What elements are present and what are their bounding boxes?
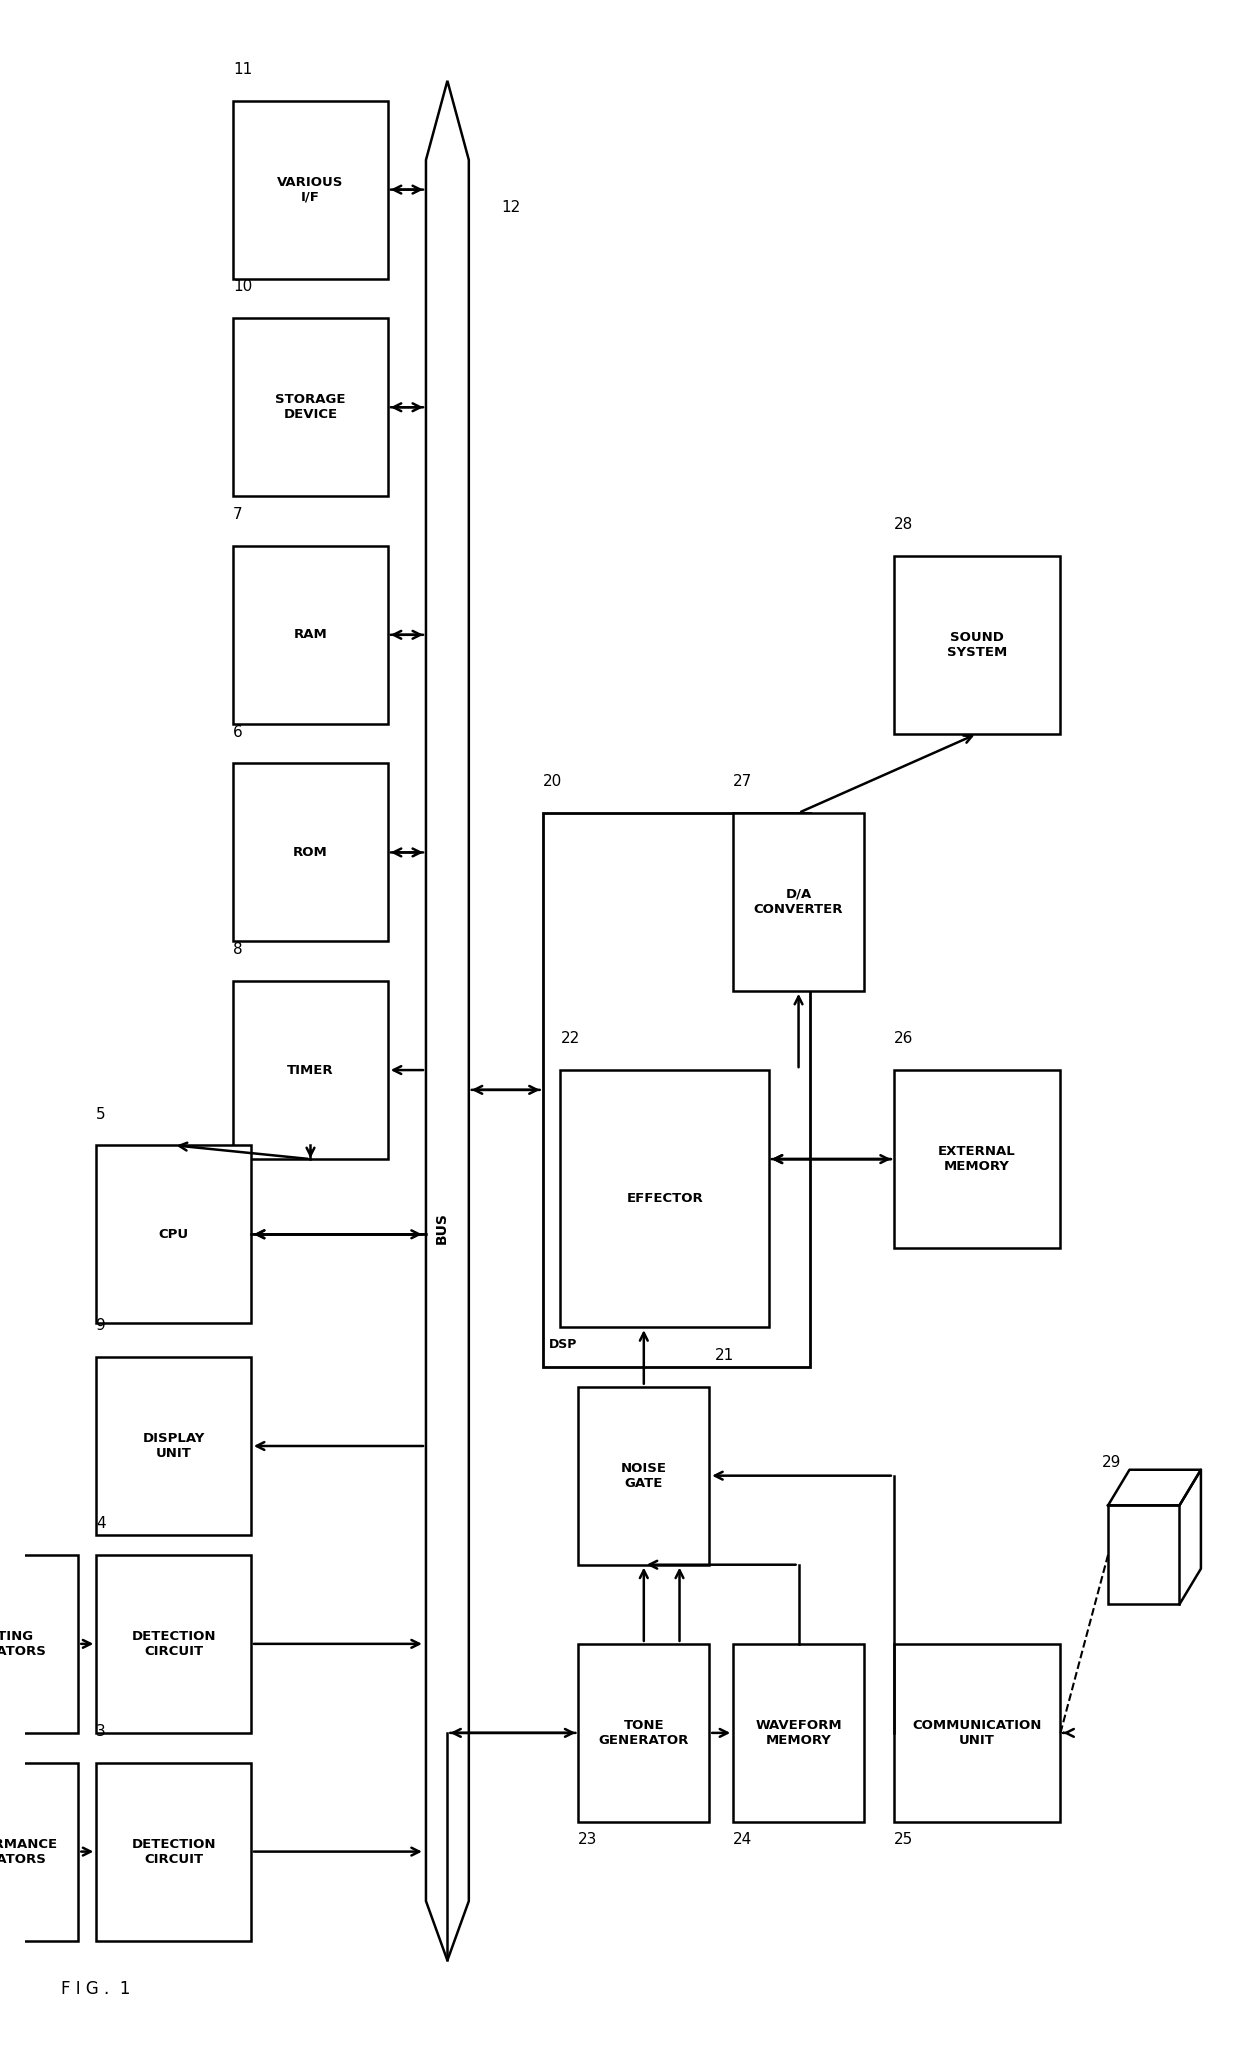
Text: 9: 9 — [97, 1319, 105, 1333]
Text: EFFECTOR: EFFECTOR — [626, 1191, 703, 1206]
Text: 27: 27 — [733, 775, 753, 789]
Text: 3: 3 — [97, 1723, 105, 1739]
Bar — [578, 1645, 709, 1822]
Text: BUS: BUS — [434, 1212, 449, 1245]
Text: 25: 25 — [894, 1832, 913, 1847]
Polygon shape — [427, 80, 469, 1960]
Text: TONE
GENERATOR: TONE GENERATOR — [599, 1719, 689, 1748]
Bar — [560, 1070, 769, 1327]
Bar — [1109, 1505, 1179, 1603]
Bar — [543, 812, 811, 1366]
Bar — [733, 812, 864, 991]
Bar — [233, 546, 388, 723]
Text: EXTERNAL
MEMORY: EXTERNAL MEMORY — [939, 1146, 1016, 1173]
Text: 28: 28 — [894, 517, 913, 532]
Text: 21: 21 — [715, 1348, 734, 1362]
Text: VARIOUS
I/F: VARIOUS I/F — [278, 175, 343, 204]
Bar — [733, 1645, 864, 1822]
Text: 22: 22 — [560, 1030, 580, 1047]
Text: 26: 26 — [894, 1030, 913, 1047]
Text: 11: 11 — [233, 62, 253, 76]
Bar — [894, 1070, 1060, 1249]
Bar — [233, 763, 388, 942]
Text: 8: 8 — [233, 942, 243, 956]
Text: 5: 5 — [97, 1107, 105, 1121]
Bar — [97, 1356, 250, 1535]
Bar — [0, 1554, 78, 1733]
Bar — [97, 1762, 250, 1941]
Text: 10: 10 — [233, 280, 253, 295]
Text: CPU: CPU — [159, 1228, 188, 1241]
Text: WAVEFORM
MEMORY: WAVEFORM MEMORY — [755, 1719, 842, 1748]
Bar — [233, 101, 388, 278]
Text: STORAGE
DEVICE: STORAGE DEVICE — [275, 394, 346, 420]
Text: DETECTION
CIRCUIT: DETECTION CIRCUIT — [131, 1630, 216, 1657]
Text: 4: 4 — [97, 1517, 105, 1531]
Text: SOUND
SYSTEM: SOUND SYSTEM — [947, 631, 1007, 660]
Text: 20: 20 — [543, 775, 562, 789]
Text: TIMER: TIMER — [288, 1063, 334, 1076]
Text: 12: 12 — [501, 200, 521, 214]
Text: COMMUNICATION
UNIT: COMMUNICATION UNIT — [913, 1719, 1042, 1748]
Bar — [97, 1554, 250, 1733]
Bar — [894, 1645, 1060, 1822]
Bar — [578, 1387, 709, 1564]
Text: F I G .  1: F I G . 1 — [61, 1981, 130, 1999]
Text: DISPLAY
UNIT: DISPLAY UNIT — [143, 1432, 205, 1459]
Text: 24: 24 — [733, 1832, 753, 1847]
Text: DSP: DSP — [548, 1338, 577, 1352]
Bar — [233, 317, 388, 497]
Text: DETECTION
CIRCUIT: DETECTION CIRCUIT — [131, 1838, 216, 1865]
Text: SETTING
OPERATORS: SETTING OPERATORS — [0, 1630, 46, 1657]
Text: D/A
CONVERTER: D/A CONVERTER — [754, 888, 843, 915]
Text: 23: 23 — [578, 1832, 598, 1847]
Bar — [0, 1762, 78, 1941]
Bar — [233, 981, 388, 1158]
Text: ROM: ROM — [293, 845, 327, 859]
Text: RAM: RAM — [294, 629, 327, 641]
Text: 6: 6 — [233, 725, 243, 740]
Text: 29: 29 — [1102, 1455, 1121, 1469]
Text: PERFORMANCE
OPERATORS: PERFORMANCE OPERATORS — [0, 1838, 57, 1865]
Bar — [97, 1146, 250, 1323]
Text: 7: 7 — [233, 507, 243, 521]
Text: NOISE
GATE: NOISE GATE — [621, 1461, 667, 1490]
Bar — [894, 556, 1060, 734]
